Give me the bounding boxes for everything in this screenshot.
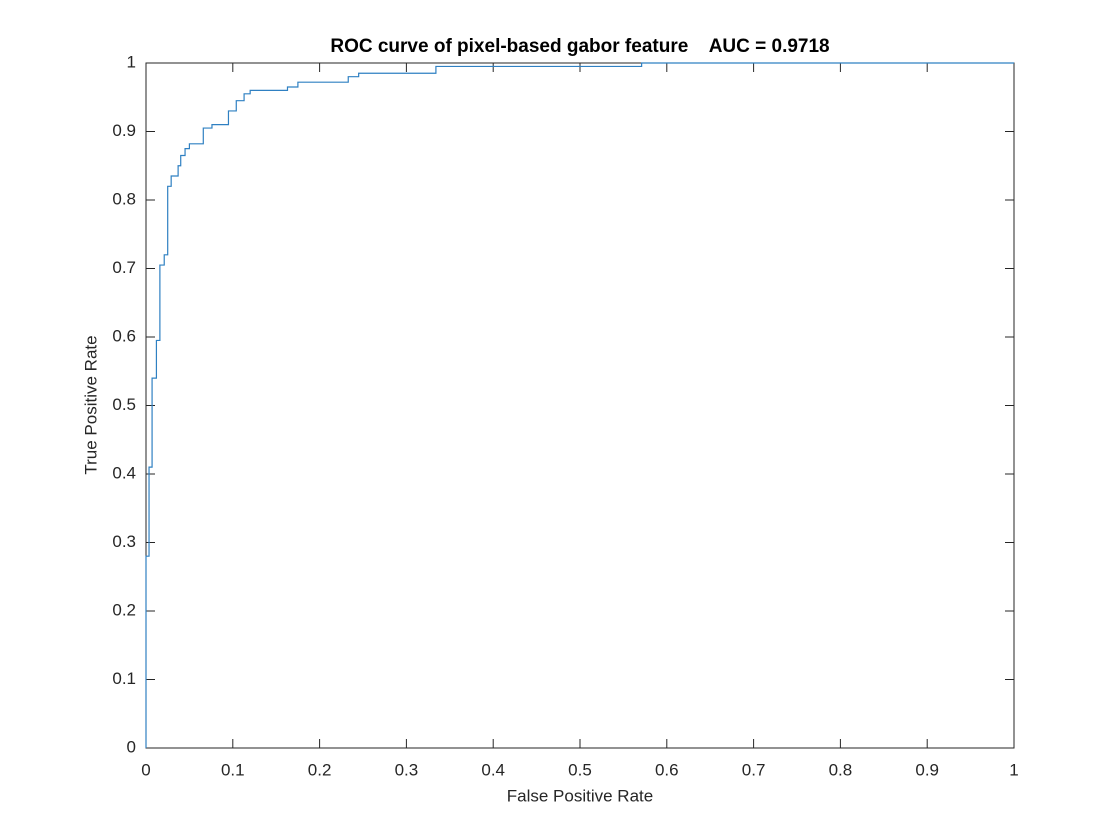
y-tick-label: 0.1: [112, 669, 136, 688]
x-tick-label: 0: [141, 760, 150, 779]
chart-title: ROC curve of pixel-based gabor feature A…: [330, 36, 829, 57]
x-tick-label: 0.4: [481, 760, 505, 779]
y-tick-label: 0.8: [112, 189, 136, 208]
y-tick-label: 0.9: [112, 121, 136, 140]
x-tick-label: 0.3: [395, 760, 419, 779]
y-tick-label: 1: [127, 52, 136, 71]
y-tick-label: 0.5: [112, 395, 136, 414]
plot-area: [145, 62, 1015, 749]
x-tick-label: 1: [1009, 760, 1018, 779]
x-tick-label: 0.9: [915, 760, 939, 779]
x-tick-label: 0.5: [568, 760, 592, 779]
y-tick-label: 0.4: [112, 463, 136, 482]
y-tick-label: 0: [127, 737, 136, 756]
y-tick-label: 0.6: [112, 326, 136, 345]
y-tick-label: 0.2: [112, 600, 136, 619]
x-tick-label: 0.2: [308, 760, 332, 779]
y-tick-label: 0.7: [112, 258, 136, 277]
roc-line: [145, 62, 1014, 748]
x-tick-label: 0.6: [655, 760, 679, 779]
x-tick-label: 0.7: [742, 760, 766, 779]
y-tick-label: 0.3: [112, 532, 136, 551]
x-tick-label: 0.8: [829, 760, 853, 779]
y-axis-label: True Positive Rate: [81, 335, 100, 474]
x-tick-label: 0.1: [221, 760, 245, 779]
x-axis-label: False Positive Rate: [507, 786, 653, 805]
